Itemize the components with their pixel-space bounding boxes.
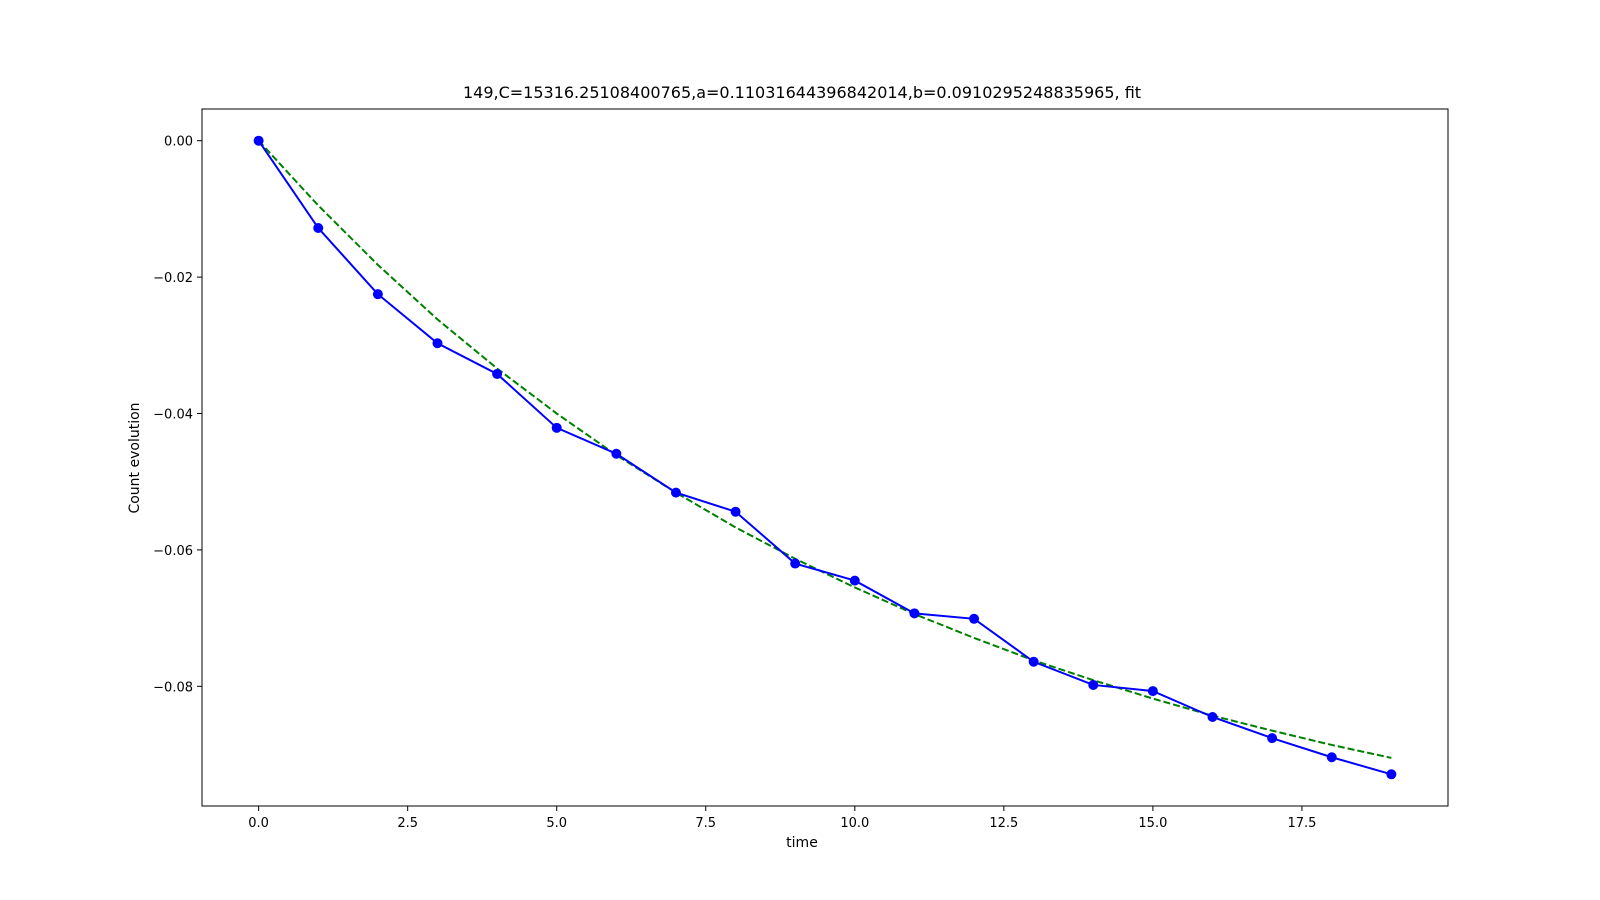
y-tick-label: −0.08 <box>153 680 193 695</box>
y-axis-label: Count evolution <box>127 402 143 513</box>
y-tick-label: 0.00 <box>164 135 193 150</box>
x-tick-label: 2.5 <box>397 816 418 831</box>
x-tick-label: 10.0 <box>840 816 869 831</box>
data-point <box>313 223 324 234</box>
x-tick-label: 0.0 <box>248 816 269 831</box>
axes-frame <box>201 108 1449 807</box>
x-axis-label: time <box>786 835 818 851</box>
y-tick-label: −0.04 <box>153 408 193 423</box>
x-tick-label: 12.5 <box>989 816 1018 831</box>
data-point <box>551 422 562 433</box>
data-point <box>1147 686 1158 697</box>
y-tick-label: −0.06 <box>153 544 193 559</box>
data-point <box>1326 752 1337 763</box>
x-tick-label: 5.0 <box>546 816 567 831</box>
data-point <box>1386 769 1397 780</box>
x-tick-label: 15.0 <box>1138 816 1167 831</box>
data-point <box>1207 712 1218 722</box>
data-point <box>670 487 681 498</box>
data-point <box>1028 656 1039 667</box>
plot-area <box>253 135 1397 780</box>
data-point <box>730 506 741 517</box>
data-point <box>1267 733 1278 744</box>
data-point <box>253 135 264 146</box>
chart-title: 149,C=15316.25108400765,a=0.110316443968… <box>463 83 1141 102</box>
data-line <box>257 140 1392 776</box>
data-point <box>790 558 801 569</box>
data-point <box>969 613 980 624</box>
data-point <box>909 608 920 619</box>
data-point <box>372 289 383 300</box>
y-tick-label: −0.02 <box>153 271 193 286</box>
data-point <box>432 338 443 349</box>
x-tick-label: 7.5 <box>695 816 716 831</box>
data-point <box>611 448 622 459</box>
data-point <box>849 575 860 586</box>
x-tick-label: 17.5 <box>1287 816 1316 831</box>
axes: 0.0 2.5 5.0 7.5 10.0 12.5 15.0 17.5 0.00 −0.02 −0.… <box>153 108 1449 831</box>
data-point <box>1088 679 1099 690</box>
data-point <box>492 368 503 379</box>
